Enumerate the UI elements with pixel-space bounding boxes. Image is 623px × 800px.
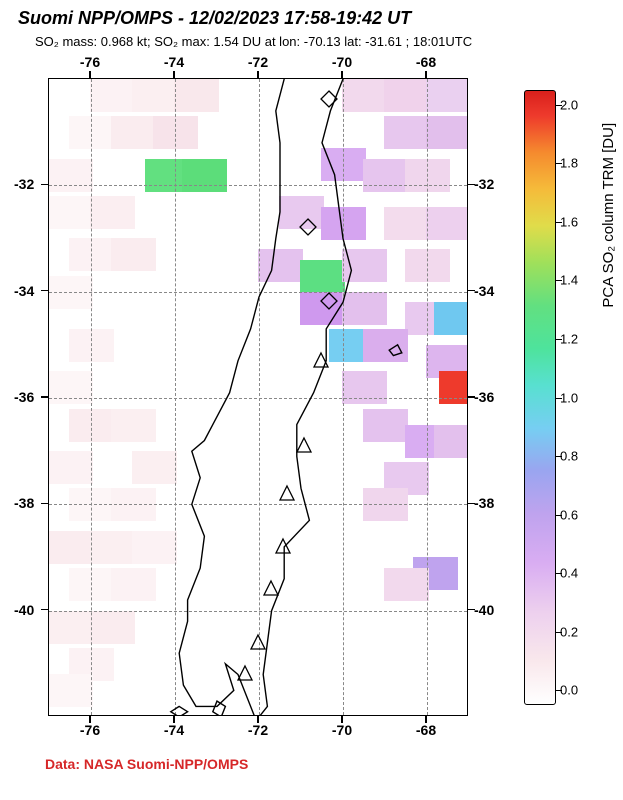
diamond-marker bbox=[320, 90, 340, 110]
colorbar-tick-label: 1.4 bbox=[560, 273, 578, 288]
colorbar-tick-label: 1.0 bbox=[560, 390, 578, 405]
x-tick-label: -72 bbox=[248, 54, 268, 70]
chart-title: Suomi NPP/OMPS - 12/02/2023 17:58-19:42 … bbox=[18, 8, 411, 29]
colorbar-tick-label: 0.0 bbox=[560, 683, 578, 698]
x-tick-mark bbox=[89, 71, 91, 78]
y-tick-label: -38 bbox=[14, 495, 34, 511]
colorbar-tick-mark bbox=[556, 105, 562, 106]
colorbar-tick-mark bbox=[556, 632, 562, 633]
colorbar-tick-label: 0.6 bbox=[560, 507, 578, 522]
y-tick-label: -40 bbox=[14, 602, 34, 618]
colorbar-tick-mark bbox=[556, 339, 562, 340]
y-tick-mark bbox=[41, 184, 48, 186]
x-tick-label: -74 bbox=[164, 54, 184, 70]
x-tick-mark bbox=[257, 71, 259, 78]
triangle-marker bbox=[249, 633, 269, 653]
x-tick-mark bbox=[257, 716, 259, 723]
y-tick-label: -32 bbox=[474, 176, 494, 192]
data-attribution: Data: NASA Suomi-NPP/OMPS bbox=[45, 756, 248, 772]
colorbar-tick-mark bbox=[556, 398, 562, 399]
colorbar-tick-label: 1.8 bbox=[560, 156, 578, 171]
y-tick-mark bbox=[41, 503, 48, 505]
triangle-marker bbox=[262, 579, 282, 599]
y-tick-mark bbox=[468, 184, 475, 186]
colorbar-tick-label: 1.2 bbox=[560, 331, 578, 346]
coastline bbox=[49, 79, 468, 716]
y-tick-mark bbox=[41, 396, 48, 398]
x-tick-mark bbox=[89, 716, 91, 723]
colorbar-tick-mark bbox=[556, 280, 562, 281]
map-plot-area bbox=[48, 78, 468, 716]
x-tick-label: -70 bbox=[332, 54, 352, 70]
y-tick-label: -32 bbox=[14, 176, 34, 192]
colorbar-tick-mark bbox=[556, 456, 562, 457]
y-tick-mark bbox=[468, 396, 475, 398]
x-tick-mark bbox=[425, 716, 427, 723]
y-tick-mark bbox=[468, 503, 475, 505]
colorbar-tick-label: 0.2 bbox=[560, 624, 578, 639]
y-tick-mark bbox=[468, 609, 475, 611]
triangle-marker bbox=[236, 664, 256, 684]
y-tick-label: -34 bbox=[14, 283, 34, 299]
diamond-marker bbox=[299, 218, 319, 238]
y-tick-label: -38 bbox=[474, 495, 494, 511]
colorbar-tick-label: 2.0 bbox=[560, 97, 578, 112]
colorbar-tick-mark bbox=[556, 690, 562, 691]
colorbar-tick-mark bbox=[556, 222, 562, 223]
diamond-marker bbox=[320, 292, 340, 312]
triangle-marker bbox=[274, 537, 294, 557]
x-tick-label: -74 bbox=[164, 722, 184, 738]
x-tick-mark bbox=[341, 716, 343, 723]
colorbar bbox=[524, 90, 556, 705]
x-tick-label: -68 bbox=[416, 54, 436, 70]
triangle-marker bbox=[295, 436, 315, 456]
triangle-marker bbox=[312, 351, 332, 371]
x-tick-label: -70 bbox=[332, 722, 352, 738]
colorbar-tick-mark bbox=[556, 573, 562, 574]
y-tick-label: -34 bbox=[474, 283, 494, 299]
colorbar-tick-label: 0.4 bbox=[560, 566, 578, 581]
triangle-marker bbox=[278, 484, 298, 504]
y-tick-label: -36 bbox=[14, 389, 34, 405]
x-tick-mark bbox=[173, 71, 175, 78]
x-tick-mark bbox=[341, 71, 343, 78]
chart-subtitle: SO₂ mass: 0.968 kt; SO₂ max: 1.54 DU at … bbox=[35, 34, 472, 49]
colorbar-tick-mark bbox=[556, 515, 562, 516]
y-tick-mark bbox=[468, 290, 475, 292]
x-tick-label: -72 bbox=[248, 722, 268, 738]
x-tick-label: -76 bbox=[80, 722, 100, 738]
colorbar-tick-label: 0.8 bbox=[560, 449, 578, 464]
colorbar-label: PCA SO₂ column TRM [DU] bbox=[600, 123, 617, 308]
y-tick-label: -40 bbox=[474, 602, 494, 618]
x-tick-mark bbox=[425, 71, 427, 78]
y-tick-mark bbox=[41, 609, 48, 611]
y-tick-mark bbox=[41, 290, 48, 292]
x-tick-mark bbox=[173, 716, 175, 723]
x-tick-label: -76 bbox=[80, 54, 100, 70]
colorbar-tick-mark bbox=[556, 163, 562, 164]
x-tick-label: -68 bbox=[416, 722, 436, 738]
y-tick-label: -36 bbox=[474, 389, 494, 405]
colorbar-tick-label: 1.6 bbox=[560, 214, 578, 229]
